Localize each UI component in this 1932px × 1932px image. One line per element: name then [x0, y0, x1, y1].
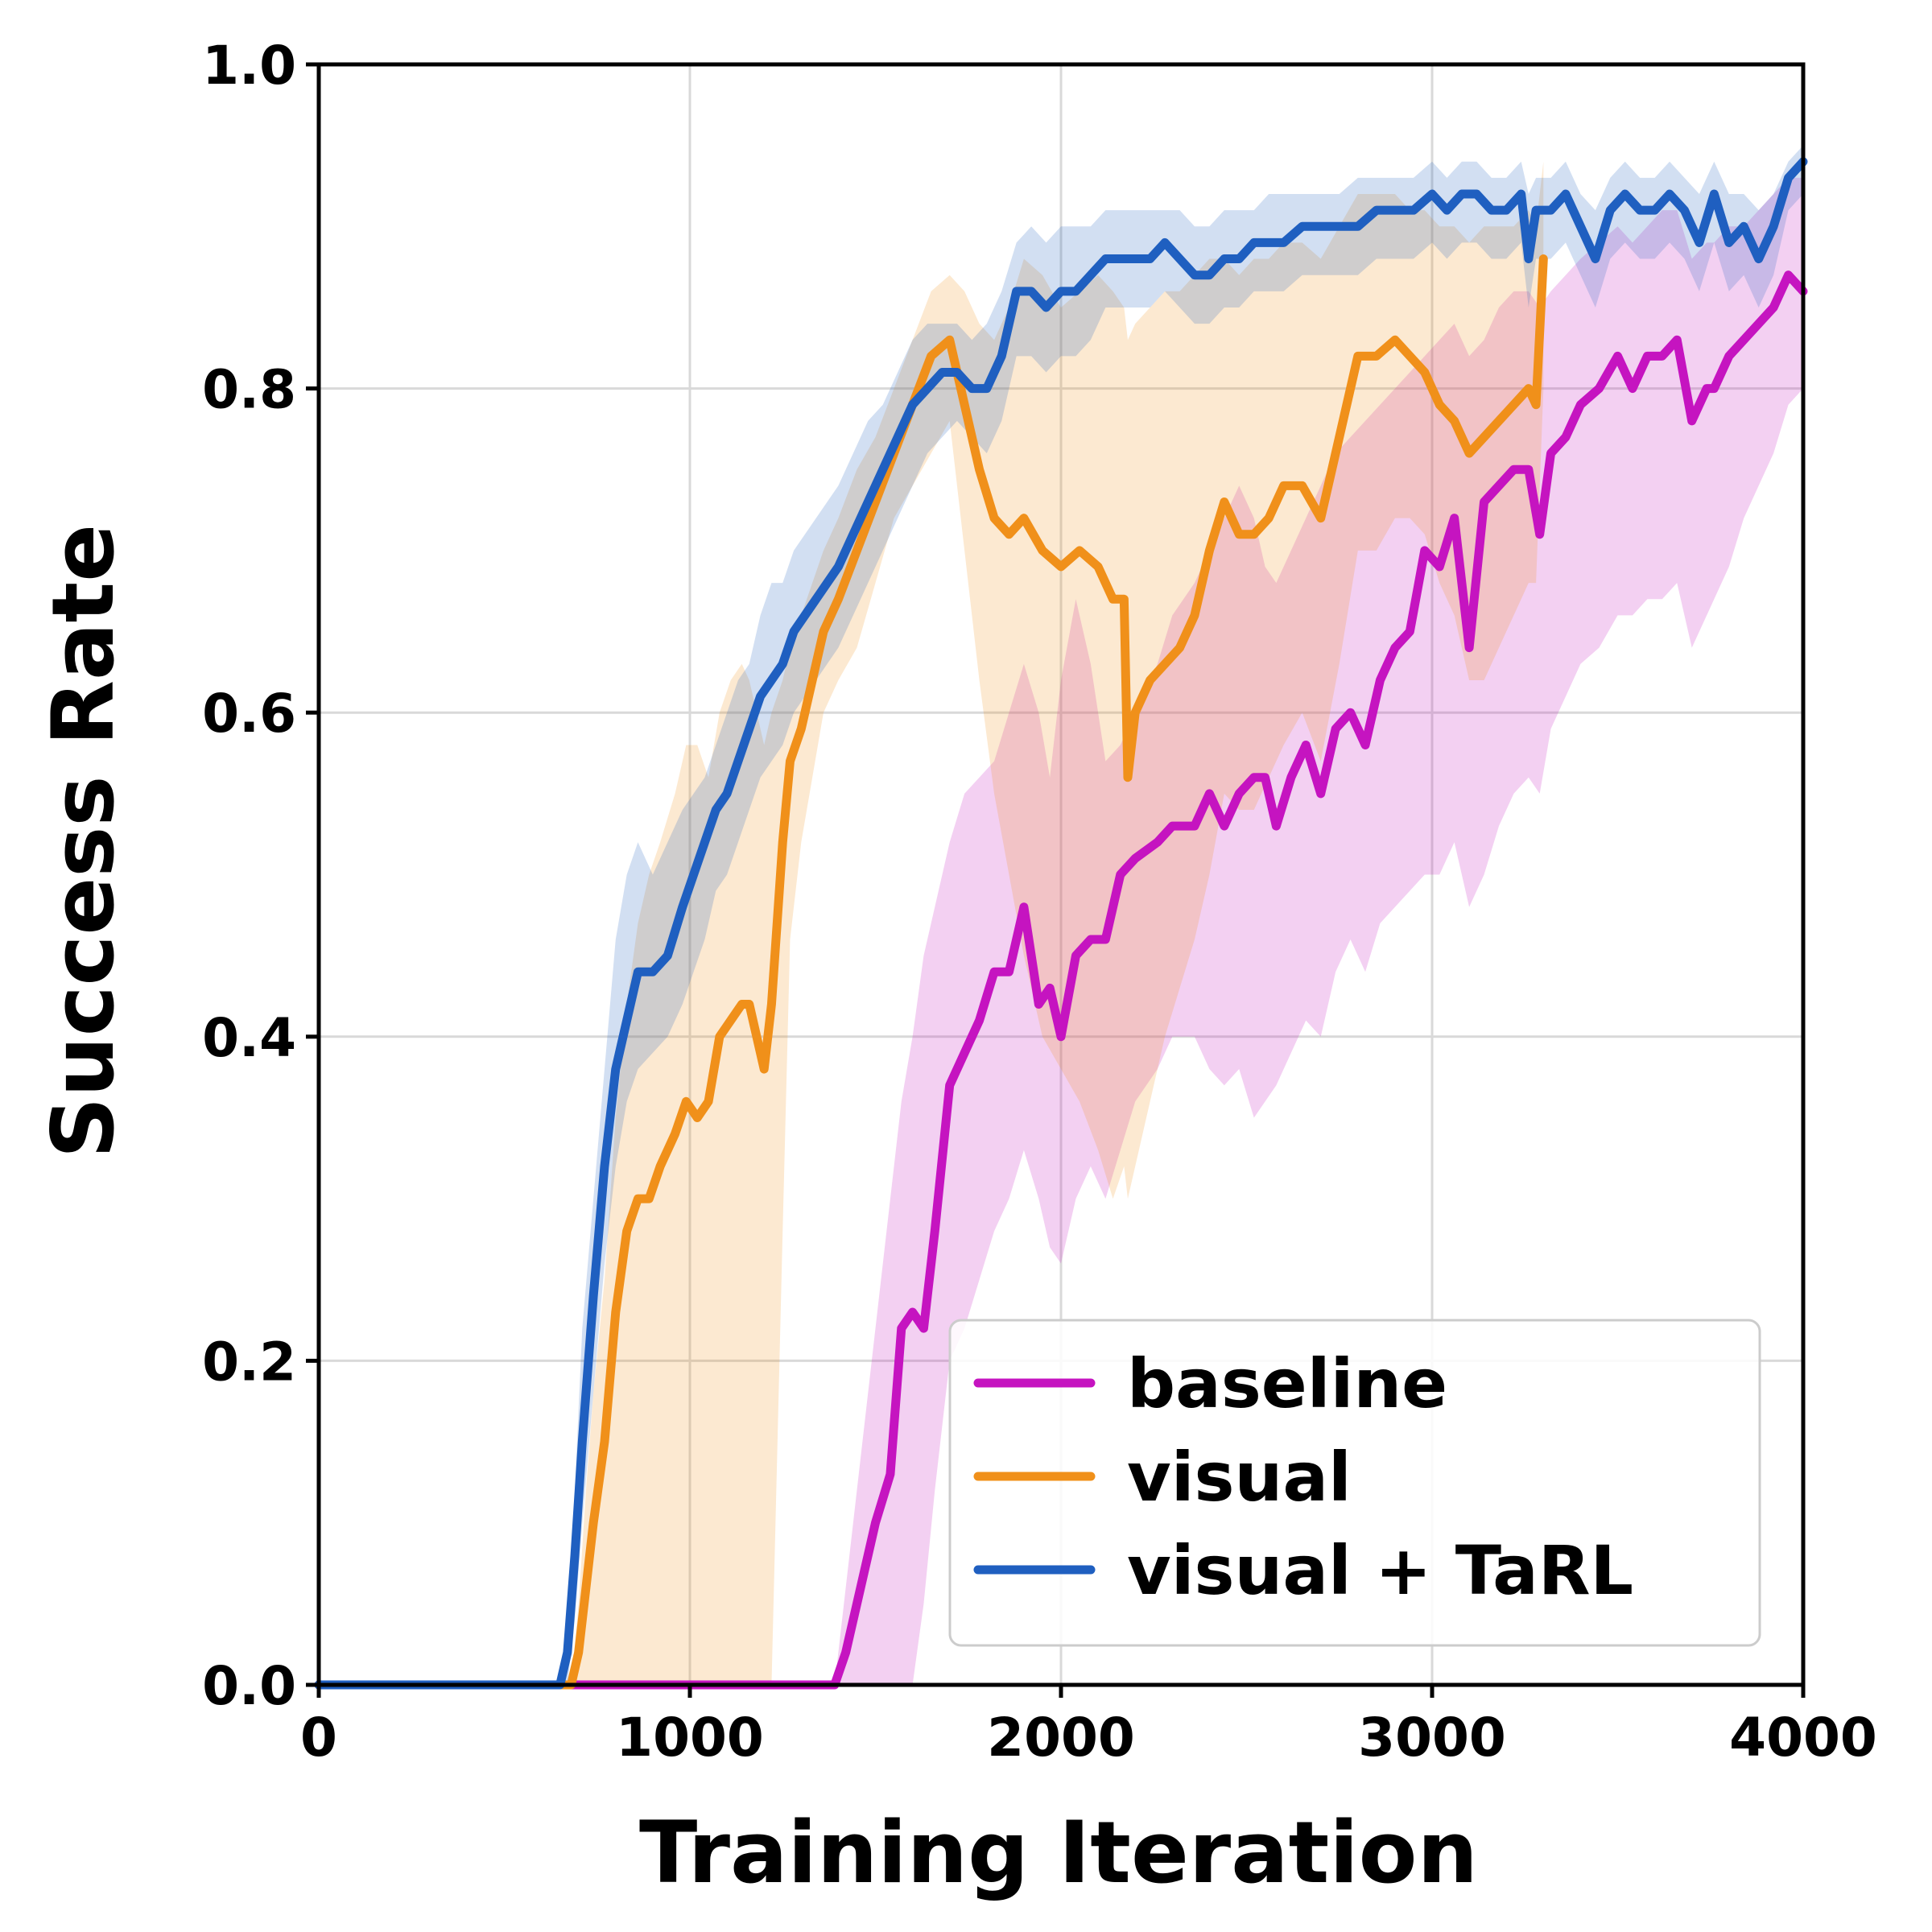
visual-line: [314, 254, 1548, 1690]
x-tick-label: 4000: [1729, 1707, 1877, 1769]
axis-ticks: [306, 62, 1806, 1698]
baseline-line: [314, 270, 1808, 1690]
legend-label-visual-tarl: visual + TaRL: [1127, 1531, 1633, 1610]
x-tick-label: 3000: [1358, 1707, 1506, 1769]
y-tick-label: 0.4: [202, 1007, 296, 1069]
y-tick-labels: 0.0 0.2 0.4 0.6 0.8 1.0: [202, 35, 296, 1717]
legend-label-baseline: baseline: [1127, 1344, 1447, 1423]
x-tick-labels: 0 1000 2000 3000 4000: [300, 1707, 1877, 1769]
legend-box: [948, 1319, 1761, 1647]
y-tick-label: 0.2: [202, 1331, 296, 1393]
series-lines: [314, 157, 1808, 1690]
y-tick-label: 0.8: [202, 359, 296, 421]
legend: baseline visual visual + TaRL: [948, 1319, 1761, 1647]
visual-band: [319, 161, 1544, 1685]
y-tick-label: 0.6: [202, 683, 296, 745]
y-tick-label: 0.0: [202, 1655, 296, 1717]
x-tick-label: 0: [300, 1707, 337, 1769]
y-tick-label: 1.0: [202, 35, 296, 97]
x-tick-label: 2000: [987, 1707, 1135, 1769]
visual-tarl-line: [314, 157, 1808, 1690]
x-tick-label: 1000: [616, 1707, 764, 1769]
legend-label-visual: visual: [1127, 1438, 1352, 1517]
x-axis-title: Training Iteration: [639, 1803, 1478, 1902]
y-axis-title: Success Rate: [34, 524, 133, 1158]
